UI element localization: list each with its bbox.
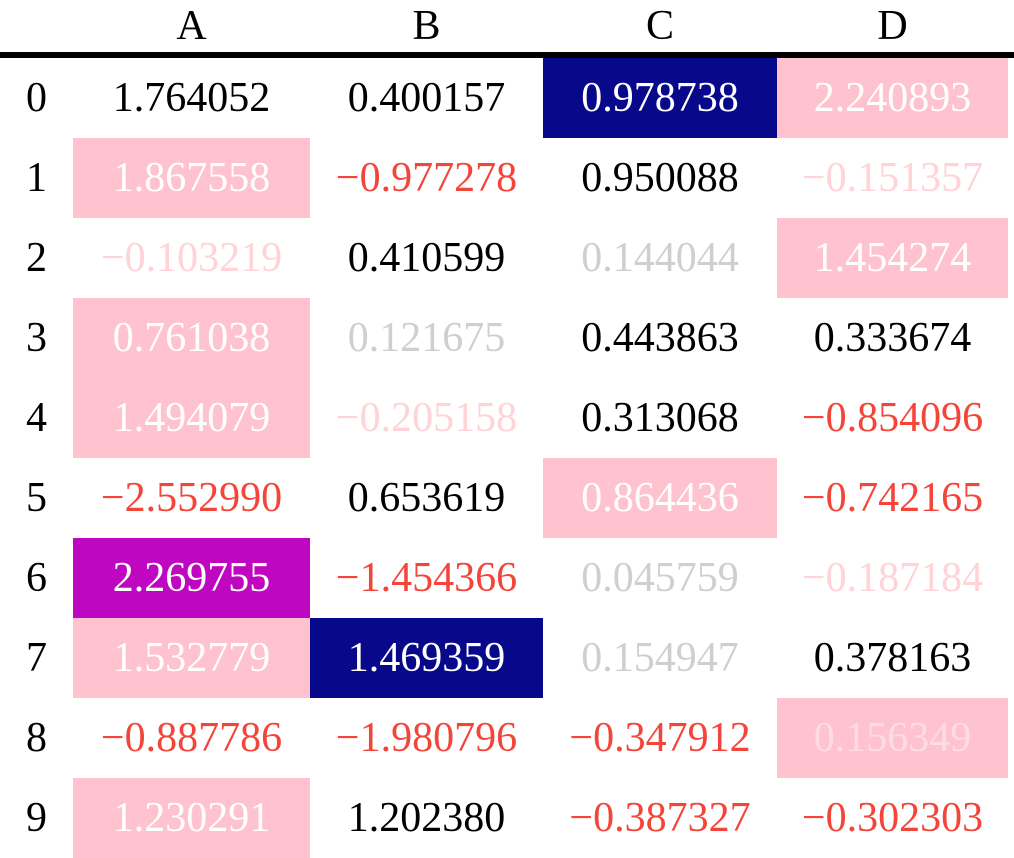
cell-D3: 0.333674 (813, 315, 972, 361)
cell-C1: 0.950088 (581, 155, 739, 201)
table-row: 4 1.494079 −0.205158 0.313068 −0.854096 (0, 378, 1014, 458)
row-label-6: 6 (26, 555, 47, 601)
cell-C7: 0.154947 (581, 635, 739, 681)
cell-A9: 1.230291 (73, 778, 310, 858)
row-label-4: 4 (26, 395, 47, 441)
table-row: 1 1.867558 −0.977278 0.950088 −0.151357 (0, 138, 1014, 218)
cell-B5: 0.653619 (347, 475, 506, 521)
row-label-3: 3 (26, 315, 47, 361)
table-row: 3 0.761038 0.121675 0.443863 0.333674 (0, 298, 1014, 378)
cell-C8: −0.347912 (569, 715, 751, 761)
column-header-B: B (412, 3, 441, 49)
cell-C0: 0.978738 (543, 58, 777, 138)
column-header-A: A (176, 3, 207, 49)
cell-A6: 2.269755 (73, 538, 310, 618)
cell-C2: 0.144044 (581, 235, 739, 281)
table-row: 6 2.269755 −1.454366 0.045759 −0.187184 (0, 538, 1014, 618)
table-row: 9 1.230291 1.202380 −0.387327 −0.302303 (0, 778, 1014, 858)
cell-D8: 0.156349 (777, 698, 1008, 778)
index-header-spacer (0, 0, 73, 52)
column-header-C: C (645, 3, 674, 49)
cell-D0: 2.240893 (777, 58, 1008, 138)
cell-A0: 1.764052 (112, 75, 271, 121)
table-row: 5 −2.552990 0.653619 0.864436 −0.742165 (0, 458, 1014, 538)
cell-D6: −0.187184 (801, 555, 984, 601)
cell-A5: −2.552990 (100, 475, 283, 521)
cell-B1: −0.977278 (335, 155, 518, 201)
cell-C9: −0.387327 (569, 795, 751, 841)
cell-C6: 0.045759 (581, 555, 739, 601)
row-label-1: 1 (26, 155, 47, 201)
cell-B7: 1.469359 (310, 618, 543, 698)
cell-B0: 0.400157 (347, 75, 506, 121)
cell-D1: −0.151357 (801, 155, 984, 201)
table-row: 8 −0.887786 −1.980796 −0.347912 0.156349 (0, 698, 1014, 778)
table-header-row: A B C D (0, 0, 1014, 52)
table-row: 2 −0.103219 0.410599 0.144044 1.454274 (0, 218, 1014, 298)
row-label-2: 2 (26, 235, 47, 281)
table-row: 7 1.532779 1.469359 0.154947 0.378163 (0, 618, 1014, 698)
cell-C4: 0.313068 (581, 395, 739, 441)
cell-C5: 0.864436 (543, 458, 777, 538)
cell-C3: 0.443863 (581, 315, 739, 361)
cell-A2: −0.103219 (100, 235, 283, 281)
row-label-8: 8 (26, 715, 47, 761)
cell-B4: −0.205158 (335, 395, 518, 441)
cell-B2: 0.410599 (347, 235, 506, 281)
cell-A3: 0.761038 (73, 298, 310, 378)
row-label-9: 9 (26, 795, 47, 841)
cell-D7: 0.378163 (813, 635, 972, 681)
column-header-D: D (877, 3, 908, 49)
cell-A4: 1.494079 (73, 378, 310, 458)
cell-D4: −0.854096 (801, 395, 984, 441)
cell-A1: 1.867558 (73, 138, 310, 218)
cell-A7: 1.532779 (73, 618, 310, 698)
cell-B8: −1.980796 (335, 715, 518, 761)
cell-D2: 1.454274 (777, 218, 1008, 298)
cell-A8: −0.887786 (100, 715, 283, 761)
table-row: 0 1.764052 0.400157 0.978738 2.240893 (0, 58, 1014, 138)
row-label-0: 0 (26, 75, 47, 121)
cell-B3: 0.121675 (347, 315, 506, 361)
cell-D5: −0.742165 (801, 475, 984, 521)
cell-B9: 1.202380 (347, 795, 506, 841)
row-label-5: 5 (26, 475, 47, 521)
row-label-7: 7 (26, 635, 47, 681)
header-rule (0, 52, 1014, 58)
cell-B6: −1.454366 (335, 555, 518, 601)
cell-D9: −0.302303 (801, 795, 984, 841)
